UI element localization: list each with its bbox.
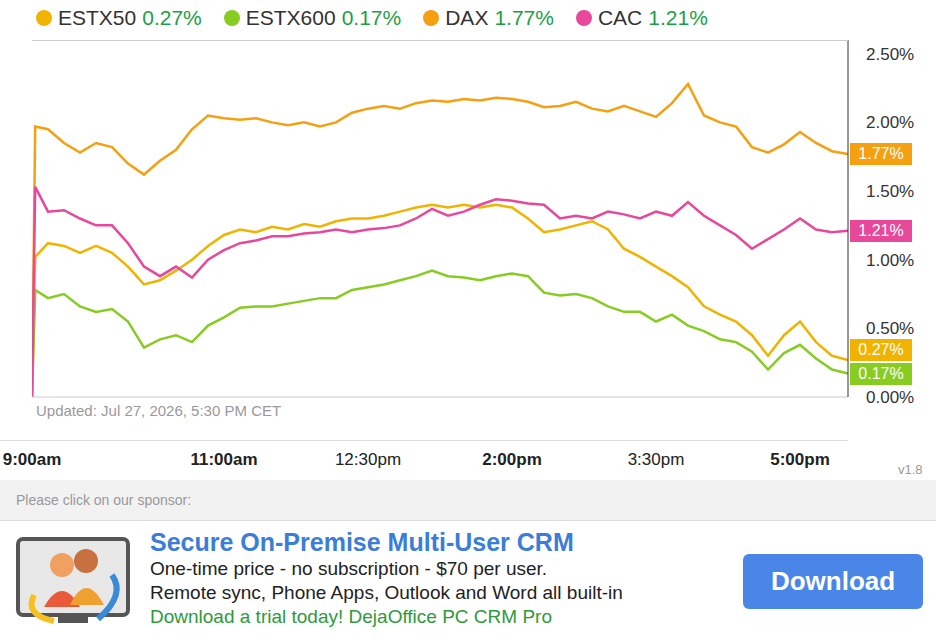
html-text:0.27%: 0.27% [858, 340, 904, 358]
html-text:1.77%: 1.77% [858, 145, 904, 162]
svg-text:1.50%: 1.50% [866, 182, 914, 201]
svg-text:11:00am: 11:00am [190, 450, 257, 469]
svg-text:2:00pm: 2:00pm [482, 450, 542, 469]
svg-text:0.00%: 0.00% [866, 388, 914, 407]
svg-text:9:00am: 9:00am [3, 450, 62, 469]
html-text:ESTX600 0.17%: ESTX600 0.17% [245, 6, 402, 29]
html-text:One-time price - no subscripti: One-time price - no subscription - $70 p… [150, 558, 548, 579]
svg-text:2.00%: 2.00% [866, 113, 914, 132]
svg-text:2.50%: 2.50% [866, 45, 914, 64]
html-text:Please click on our sponsor:: Please click on our sponsor: [16, 492, 192, 508]
svg-text:12:30pm: 12:30pm [335, 450, 401, 469]
svg-text:5:00pm: 5:00pm [770, 450, 830, 469]
svg-text:0.50%: 0.50% [866, 319, 914, 338]
html-text:ESTX50 0.27%: ESTX50 0.27% [58, 6, 202, 29]
html-text:Remote sync, Phone Apps, Outlo: Remote sync, Phone Apps, Outlook and Wor… [150, 582, 623, 603]
svg-text:3:30pm: 3:30pm [628, 450, 685, 469]
html-text:Secure On-Premise Multi-User C: Secure On-Premise Multi-User CRM [150, 528, 574, 556]
html-text:CAC 1.21%: CAC 1.21% [597, 6, 708, 29]
html-text:0.17%: 0.17% [858, 364, 904, 382]
html-text:1.21%: 1.21% [858, 221, 904, 239]
html-text:Updated: Jul 27, 2026, 5:30 PM: Updated: Jul 27, 2026, 5:30 PM CET [36, 402, 282, 419]
html-text:Download: Download [770, 566, 896, 596]
html-text:DAX 1.77%: DAX 1.77% [445, 6, 554, 29]
svg-text:1.00%: 1.00% [866, 251, 914, 270]
html-text:v1.8: v1.8 [898, 462, 923, 477]
html-text:Download a trial today! DejaOf: Download a trial today! DejaOffice PC CR… [150, 606, 552, 627]
